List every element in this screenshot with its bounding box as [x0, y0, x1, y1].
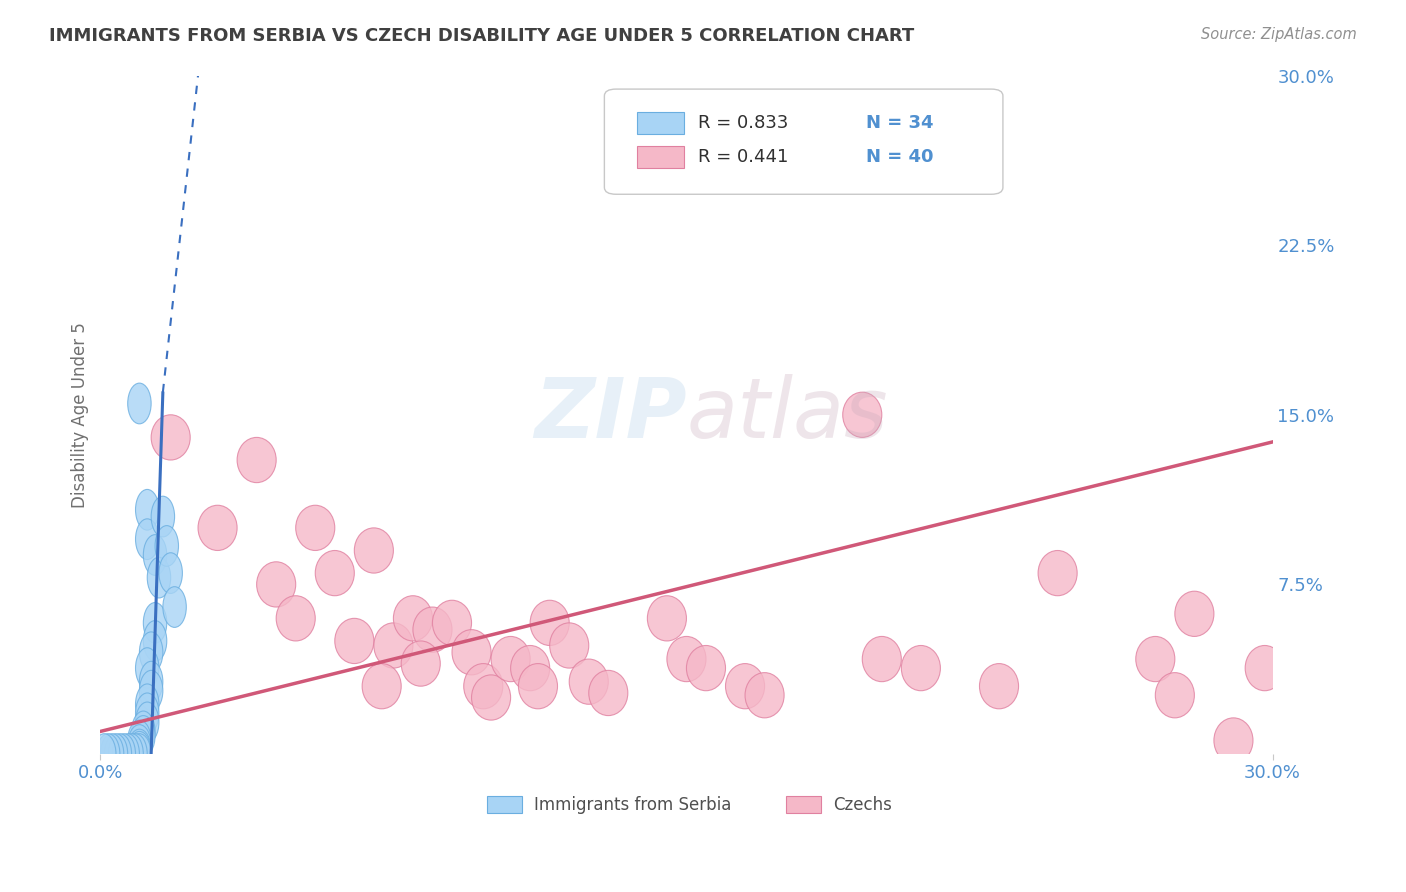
Ellipse shape [257, 562, 295, 607]
Ellipse shape [163, 587, 187, 627]
Ellipse shape [159, 553, 183, 593]
Ellipse shape [143, 602, 167, 643]
Ellipse shape [862, 636, 901, 681]
Ellipse shape [569, 659, 609, 705]
Ellipse shape [647, 596, 686, 641]
Ellipse shape [152, 415, 190, 460]
Ellipse shape [104, 734, 128, 774]
Ellipse shape [135, 702, 159, 743]
Ellipse shape [139, 661, 163, 702]
Ellipse shape [530, 600, 569, 646]
Ellipse shape [198, 505, 238, 550]
Ellipse shape [394, 596, 433, 641]
FancyBboxPatch shape [637, 146, 685, 168]
Ellipse shape [97, 734, 120, 774]
FancyBboxPatch shape [786, 797, 821, 814]
Ellipse shape [980, 664, 1018, 709]
Ellipse shape [550, 623, 589, 668]
Ellipse shape [120, 734, 143, 774]
Text: IMMIGRANTS FROM SERBIA VS CZECH DISABILITY AGE UNDER 5 CORRELATION CHART: IMMIGRANTS FROM SERBIA VS CZECH DISABILI… [49, 27, 914, 45]
Ellipse shape [93, 734, 115, 774]
Ellipse shape [686, 646, 725, 690]
Ellipse shape [128, 734, 152, 774]
Ellipse shape [135, 684, 159, 724]
Ellipse shape [135, 648, 159, 689]
Ellipse shape [1246, 646, 1284, 690]
Ellipse shape [238, 437, 276, 483]
Text: R = 0.833: R = 0.833 [699, 114, 789, 132]
FancyBboxPatch shape [637, 112, 685, 134]
Ellipse shape [112, 734, 135, 774]
Ellipse shape [1156, 673, 1194, 718]
Ellipse shape [315, 550, 354, 596]
FancyBboxPatch shape [605, 89, 1002, 194]
Ellipse shape [108, 734, 132, 774]
Text: Czechs: Czechs [832, 796, 891, 814]
Text: ZIP: ZIP [534, 375, 686, 455]
Y-axis label: Disability Age Under 5: Disability Age Under 5 [72, 322, 89, 508]
Ellipse shape [464, 664, 503, 709]
Ellipse shape [413, 607, 451, 652]
Ellipse shape [124, 734, 148, 774]
Ellipse shape [519, 664, 558, 709]
Ellipse shape [725, 664, 765, 709]
Ellipse shape [135, 693, 159, 734]
Ellipse shape [901, 646, 941, 690]
Ellipse shape [589, 671, 628, 715]
Ellipse shape [433, 600, 471, 646]
Text: N = 40: N = 40 [866, 148, 934, 166]
Ellipse shape [128, 724, 152, 765]
Ellipse shape [745, 673, 785, 718]
Ellipse shape [135, 490, 159, 530]
Ellipse shape [148, 558, 170, 598]
Ellipse shape [135, 519, 159, 559]
Ellipse shape [128, 731, 152, 772]
Ellipse shape [1136, 636, 1175, 681]
Ellipse shape [295, 505, 335, 550]
Text: R = 0.441: R = 0.441 [699, 148, 789, 166]
Ellipse shape [128, 720, 152, 761]
Ellipse shape [152, 496, 174, 537]
Ellipse shape [451, 630, 491, 675]
Ellipse shape [1175, 591, 1213, 636]
Ellipse shape [491, 636, 530, 681]
Ellipse shape [335, 618, 374, 664]
Text: Immigrants from Serbia: Immigrants from Serbia [534, 796, 731, 814]
Ellipse shape [115, 734, 139, 774]
Ellipse shape [143, 621, 167, 661]
Ellipse shape [354, 528, 394, 573]
Ellipse shape [139, 632, 163, 673]
Ellipse shape [276, 596, 315, 641]
Ellipse shape [1213, 718, 1253, 763]
Ellipse shape [471, 675, 510, 720]
Ellipse shape [510, 646, 550, 690]
Text: atlas: atlas [686, 375, 889, 455]
Ellipse shape [100, 734, 124, 774]
FancyBboxPatch shape [486, 797, 523, 814]
Ellipse shape [401, 641, 440, 686]
Ellipse shape [143, 534, 167, 575]
Text: N = 34: N = 34 [866, 114, 934, 132]
Ellipse shape [132, 711, 155, 752]
Ellipse shape [1038, 550, 1077, 596]
Ellipse shape [155, 525, 179, 566]
Ellipse shape [363, 664, 401, 709]
Text: Source: ZipAtlas.com: Source: ZipAtlas.com [1201, 27, 1357, 42]
Ellipse shape [132, 715, 155, 756]
Ellipse shape [666, 636, 706, 681]
Ellipse shape [842, 392, 882, 437]
Ellipse shape [128, 384, 152, 424]
Ellipse shape [139, 671, 163, 711]
Ellipse shape [128, 729, 152, 770]
Ellipse shape [374, 623, 413, 668]
